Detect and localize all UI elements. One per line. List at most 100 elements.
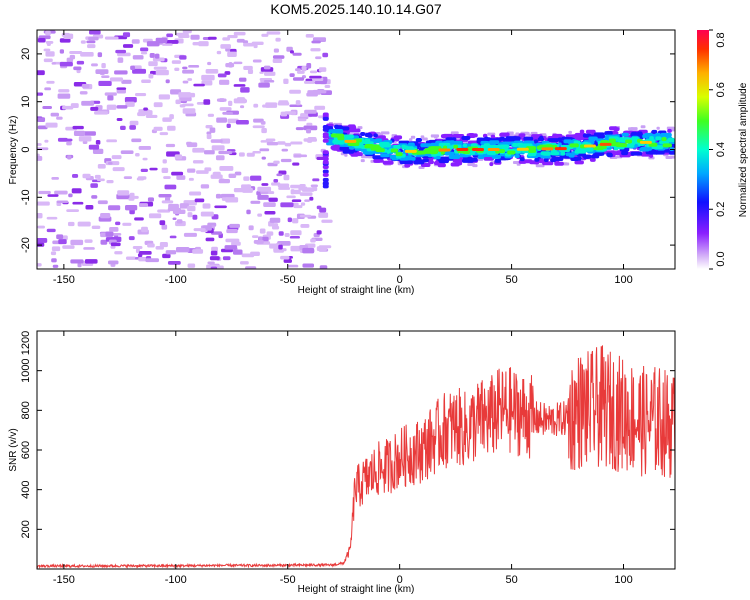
noise-speck (257, 186, 272, 192)
noise-speck (217, 73, 227, 78)
band-cell (582, 133, 592, 138)
noise-speck (85, 204, 94, 210)
noise-speck (302, 263, 314, 268)
noise-speck (107, 95, 114, 101)
noise-speck (125, 256, 136, 260)
band-cell (534, 157, 540, 162)
noise-speck (91, 225, 101, 229)
noise-speck (192, 214, 198, 220)
noise-speck (192, 147, 205, 153)
noise-speck (283, 78, 289, 84)
y-tick-label: 1000 (20, 358, 32, 382)
noise-speck (131, 39, 140, 44)
noise-speck (289, 73, 295, 78)
noise-speck (63, 33, 74, 40)
noise-speck (172, 217, 177, 220)
noise-speck (300, 223, 310, 228)
colorbar-label: Normalized spectral amplitude (738, 82, 749, 217)
noise-speck (137, 176, 147, 180)
noise-speck (240, 87, 250, 93)
noise-speck (69, 50, 83, 54)
noise-speck (171, 171, 184, 176)
noise-speck (182, 80, 189, 84)
noise-speck (266, 231, 274, 236)
band-cell (554, 161, 564, 166)
noise-speck (280, 202, 294, 208)
noise-speck (216, 117, 228, 123)
band-halo (512, 161, 519, 165)
noise-speck (228, 100, 233, 107)
band-cell (644, 132, 653, 137)
noise-speck (132, 246, 143, 249)
band-cell (519, 157, 525, 162)
noise-speck (164, 184, 177, 190)
noise-speck (153, 126, 163, 131)
noise-speck (163, 176, 171, 179)
band-halo (630, 127, 638, 131)
noise-speck (309, 70, 318, 74)
noise-speck (51, 258, 57, 263)
noise-speck (299, 214, 312, 218)
noise-speck (70, 239, 84, 246)
noise-speck (205, 68, 219, 74)
noise-speck (115, 49, 127, 54)
y-tick-label: -10 (20, 189, 32, 205)
noise-speck (216, 50, 222, 55)
noise-speck (234, 171, 242, 176)
band-cell (552, 156, 559, 161)
noise-speck (97, 52, 103, 58)
band-cell (375, 138, 383, 143)
noise-speck (121, 79, 132, 84)
band-cell (440, 134, 447, 139)
noise-speck (84, 259, 98, 264)
noise-speck (79, 91, 88, 95)
noise-speck (222, 256, 231, 261)
noise-speck (247, 69, 254, 74)
noise-speck (210, 139, 223, 143)
noise-speck (84, 239, 93, 243)
band-cell (448, 155, 461, 160)
noise-speck (206, 133, 212, 140)
noise-speck (253, 103, 259, 108)
noise-speck (88, 36, 99, 41)
onset-cell (322, 169, 329, 174)
noise-speck (243, 65, 253, 71)
noise-speck (277, 141, 286, 145)
band-cell (651, 129, 658, 134)
noise-speck (265, 138, 276, 142)
noise-speck (306, 62, 312, 69)
noise-speck (159, 241, 168, 248)
noise-speck (289, 89, 301, 94)
noise-speck (318, 67, 327, 72)
band-cell (335, 133, 345, 138)
noise-speck (293, 154, 308, 158)
y-tick-label: 200 (20, 520, 32, 538)
noise-speck (116, 118, 123, 121)
noise-speck (76, 60, 85, 65)
snr-y-axis-label: SNR (v/v) (8, 428, 19, 471)
band-cell (528, 148, 537, 153)
noise-speck (272, 55, 285, 59)
band-halo (380, 131, 390, 135)
noise-speck (37, 117, 46, 123)
noise-speck (91, 195, 98, 199)
noise-speck (124, 96, 137, 103)
noise-speck (287, 217, 292, 223)
noise-speck (277, 101, 290, 106)
noise-speck (205, 237, 215, 242)
band-hotspot (487, 148, 500, 151)
noise-speck (233, 61, 243, 65)
noise-speck (298, 186, 308, 191)
x-tick-label: 0 (397, 574, 403, 586)
onset-cell (322, 182, 329, 187)
noise-speck (215, 155, 225, 161)
noise-speck (62, 245, 75, 249)
noise-speck (280, 111, 288, 117)
noise-speck (43, 58, 53, 63)
noise-speck (309, 75, 322, 79)
noise-speck (284, 233, 290, 237)
noise-speck (292, 77, 305, 81)
noise-speck (120, 150, 134, 154)
noise-speck (148, 73, 154, 79)
noise-speck (210, 250, 218, 256)
